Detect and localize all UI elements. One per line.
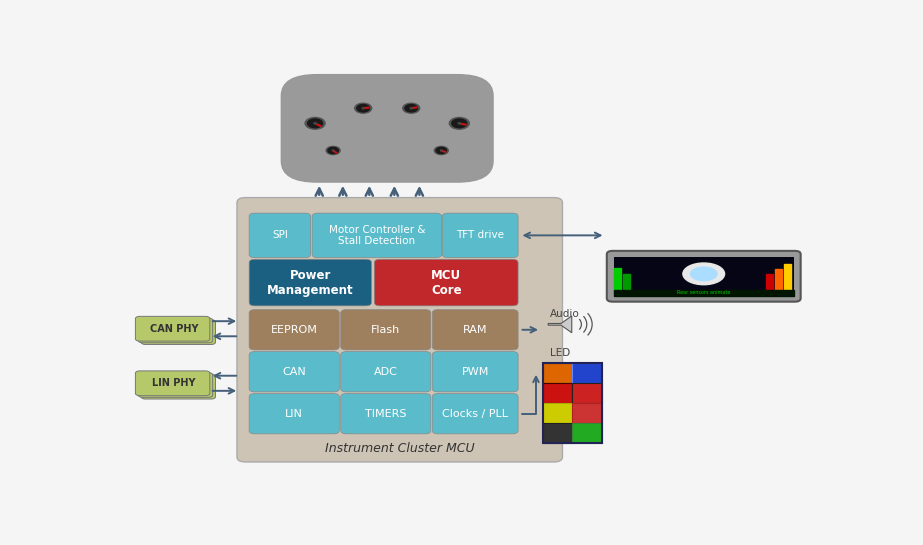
FancyBboxPatch shape (249, 259, 371, 306)
Text: EEPROM: EEPROM (270, 325, 318, 335)
Bar (543, 364, 572, 383)
FancyBboxPatch shape (432, 310, 518, 350)
FancyBboxPatch shape (442, 213, 518, 258)
Ellipse shape (690, 267, 717, 281)
Text: Flash: Flash (371, 325, 401, 335)
Circle shape (440, 150, 442, 151)
Text: Instrument Cluster MCU: Instrument Cluster MCU (325, 441, 474, 455)
Text: Rear sensors animate: Rear sensors animate (677, 290, 730, 295)
FancyBboxPatch shape (312, 213, 441, 258)
FancyBboxPatch shape (141, 320, 216, 344)
Ellipse shape (683, 263, 725, 284)
FancyBboxPatch shape (432, 393, 518, 434)
Circle shape (405, 105, 417, 112)
FancyBboxPatch shape (237, 198, 562, 462)
Bar (572, 403, 602, 423)
Text: TIMERS: TIMERS (365, 409, 406, 419)
Circle shape (451, 119, 467, 128)
FancyBboxPatch shape (341, 310, 431, 350)
Text: ADC: ADC (374, 367, 398, 377)
Text: LIN PHY: LIN PHY (152, 378, 196, 388)
Circle shape (332, 150, 334, 151)
Text: Clocks / PLL: Clocks / PLL (442, 409, 509, 419)
FancyBboxPatch shape (136, 371, 210, 396)
Bar (775, 269, 782, 292)
FancyBboxPatch shape (138, 318, 212, 343)
FancyBboxPatch shape (249, 393, 340, 434)
Circle shape (326, 147, 341, 155)
Text: LIN: LIN (285, 409, 303, 419)
FancyBboxPatch shape (606, 251, 800, 302)
Text: Audio: Audio (550, 309, 580, 319)
FancyBboxPatch shape (249, 310, 340, 350)
FancyBboxPatch shape (432, 352, 518, 392)
Bar (572, 383, 602, 403)
Bar (543, 383, 572, 403)
Circle shape (458, 123, 461, 124)
Circle shape (314, 123, 317, 124)
FancyBboxPatch shape (138, 373, 212, 397)
Circle shape (307, 119, 323, 128)
Text: Power
Management: Power Management (267, 269, 354, 296)
Bar (543, 423, 572, 443)
Circle shape (402, 103, 420, 113)
FancyBboxPatch shape (341, 393, 431, 434)
Text: Motor Controller &
Stall Detection: Motor Controller & Stall Detection (329, 225, 426, 246)
Bar (543, 364, 602, 443)
FancyBboxPatch shape (282, 75, 493, 182)
Circle shape (450, 117, 469, 129)
Text: PWM: PWM (462, 367, 489, 377)
Bar (785, 264, 791, 292)
Bar (614, 257, 794, 296)
Circle shape (357, 105, 369, 112)
Circle shape (328, 147, 339, 154)
Text: CAN: CAN (282, 367, 306, 377)
FancyBboxPatch shape (249, 352, 340, 392)
Circle shape (434, 147, 449, 155)
FancyBboxPatch shape (341, 352, 431, 392)
Text: SPI: SPI (272, 231, 288, 240)
FancyBboxPatch shape (141, 374, 216, 399)
Bar (614, 290, 794, 296)
Circle shape (354, 103, 372, 113)
Circle shape (410, 107, 413, 109)
FancyBboxPatch shape (136, 316, 210, 341)
Circle shape (306, 117, 325, 129)
Bar (765, 274, 773, 292)
FancyBboxPatch shape (375, 259, 518, 306)
Circle shape (362, 107, 365, 109)
Bar (622, 274, 629, 292)
Bar (543, 403, 572, 423)
Text: LED: LED (550, 348, 570, 358)
Text: MCU
Core: MCU Core (431, 269, 462, 296)
Bar (614, 268, 621, 292)
Text: TFT drive: TFT drive (456, 231, 504, 240)
Text: RAM: RAM (463, 325, 487, 335)
Polygon shape (548, 316, 571, 332)
FancyBboxPatch shape (249, 213, 311, 258)
Bar (572, 364, 602, 383)
Bar (572, 423, 602, 443)
Circle shape (436, 147, 447, 154)
Text: CAN PHY: CAN PHY (150, 324, 198, 334)
